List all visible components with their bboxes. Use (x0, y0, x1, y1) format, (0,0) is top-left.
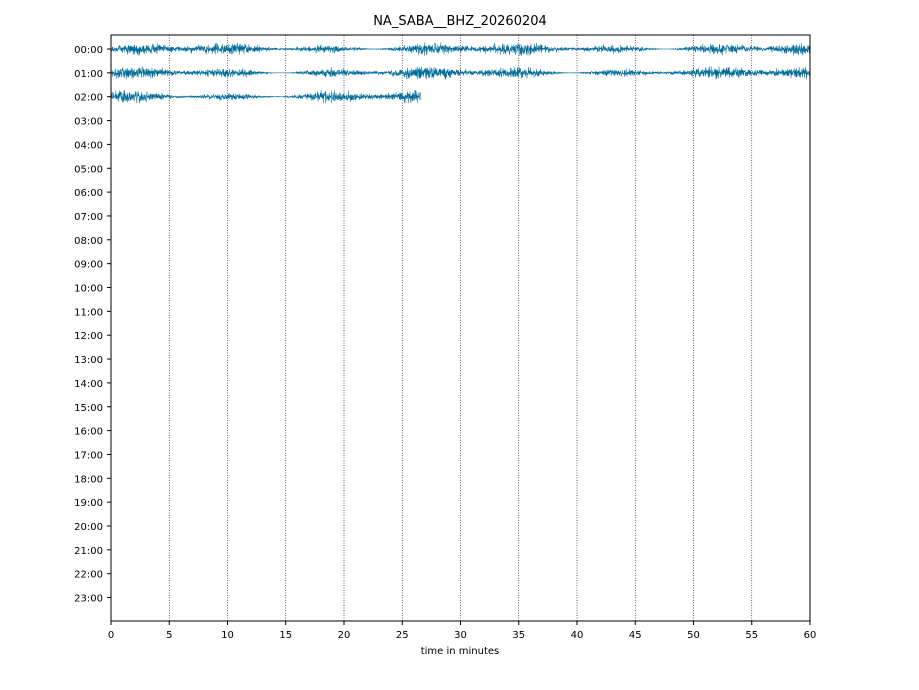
y-tick-label: 11:00 (74, 307, 103, 318)
y-tick-label: 18:00 (74, 474, 103, 485)
y-tick-label: 03:00 (74, 117, 103, 128)
y-axis: 00:00 01:00 02:00 03:00 04:00 05:00 06:00 07:00… (74, 45, 111, 605)
y-tick-label: 20:00 (74, 522, 103, 533)
x-axis-label: time in minutes (421, 646, 500, 657)
x-axis: 0 5 10 15 20 25 30 35 40 45 50 55 60 (108, 621, 817, 641)
x-tick-label: 10 (221, 630, 234, 641)
y-tick-label: 17:00 (74, 450, 103, 461)
x-tick-label: 30 (454, 630, 467, 641)
chart-title: NA_SABA__BHZ_20260204 (373, 14, 547, 29)
y-tick-label: 22:00 (74, 570, 103, 581)
y-tick-label: 08:00 (74, 236, 103, 247)
y-tick-label: 07:00 (74, 212, 103, 223)
x-tick-label: 35 (512, 630, 525, 641)
y-tick-label: 10:00 (74, 284, 103, 295)
y-tick-label: 12:00 (74, 331, 103, 342)
x-tick-label: 55 (745, 630, 758, 641)
y-tick-label: 04:00 (74, 140, 103, 151)
y-tick-label: 15:00 (74, 403, 103, 414)
x-tick-label: 50 (687, 630, 700, 641)
x-tick-label: 5 (166, 630, 172, 641)
y-tick-label: 16:00 (74, 427, 103, 438)
x-tick-label: 15 (279, 630, 292, 641)
x-tick-label: 0 (108, 630, 114, 641)
trace-0100 (110, 66, 811, 80)
y-tick-label: 19:00 (74, 498, 103, 509)
x-tick-label: 45 (629, 630, 642, 641)
traces (110, 42, 811, 104)
y-tick-label: 05:00 (74, 164, 103, 175)
y-tick-label: 00:00 (74, 45, 103, 56)
trace-0200 (110, 90, 422, 104)
x-tick-label: 20 (338, 630, 351, 641)
y-tick-label: 14:00 (74, 379, 103, 390)
y-tick-label: 01:00 (74, 69, 103, 80)
y-tick-label: 21:00 (74, 546, 103, 557)
x-tick-label: 40 (571, 630, 584, 641)
trace-0000 (110, 42, 811, 56)
y-tick-label: 09:00 (74, 260, 103, 271)
x-tick-label: 60 (804, 630, 817, 641)
y-tick-label: 23:00 (74, 594, 103, 605)
y-tick-label: 13:00 (74, 355, 103, 366)
grid-lines (168, 35, 753, 621)
y-tick-label: 02:00 (74, 93, 103, 104)
x-tick-label: 25 (396, 630, 409, 641)
y-tick-label: 06:00 (74, 188, 103, 199)
